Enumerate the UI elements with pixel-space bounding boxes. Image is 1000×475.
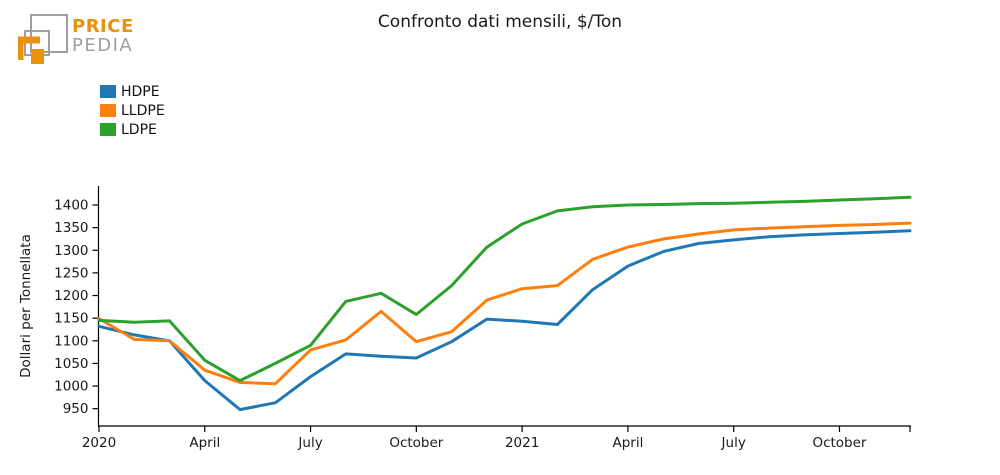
- svg-text:April: April: [189, 435, 220, 451]
- legend-swatch-ldpe: [100, 123, 116, 136]
- logo-word-pedia: PEDIA: [72, 35, 134, 56]
- svg-text:1150: 1150: [54, 311, 88, 327]
- y-axis-label: Dollari per Tonnellata: [18, 234, 34, 378]
- pricepedia-logo: PRICE PEDIA: [18, 8, 134, 66]
- chart-legend: HDPE LLDPE LDPE: [100, 82, 165, 139]
- svg-text:1100: 1100: [54, 333, 88, 349]
- svg-text:October: October: [812, 435, 866, 451]
- svg-text:October: October: [389, 435, 443, 451]
- svg-text:2021: 2021: [505, 435, 539, 451]
- series-line-lldpe: [97, 221, 912, 386]
- svg-text:1350: 1350: [54, 220, 88, 236]
- svg-text:1200: 1200: [54, 288, 88, 304]
- chart-title: Confronto dati mensili, $/Ton: [377, 12, 623, 32]
- svg-text:2020: 2020: [82, 435, 116, 451]
- svg-text:April: April: [612, 435, 643, 451]
- legend-label-hdpe: HDPE: [121, 83, 160, 100]
- series-line-ldpe: [97, 195, 912, 383]
- pricepedia-logo-icon: [18, 14, 68, 64]
- legend-item-ldpe: LDPE: [100, 120, 165, 139]
- svg-text:1250: 1250: [54, 265, 88, 281]
- legend-item-lldpe: LLDPE: [100, 101, 165, 120]
- svg-text:1300: 1300: [54, 243, 88, 259]
- series-line-hdpe: [97, 229, 912, 412]
- svg-text:1050: 1050: [54, 356, 88, 372]
- legend-label-ldpe: LDPE: [121, 121, 157, 138]
- svg-text:950: 950: [63, 401, 89, 417]
- svg-text:1000: 1000: [54, 379, 88, 395]
- svg-text:1400: 1400: [54, 198, 88, 214]
- legend-item-hdpe: HDPE: [100, 82, 165, 101]
- logo-word-price: PRICE: [72, 16, 134, 38]
- legend-swatch-hdpe: [100, 85, 116, 98]
- svg-text:July: July: [297, 435, 322, 451]
- svg-text:July: July: [721, 435, 746, 451]
- legend-label-lldpe: LLDPE: [121, 102, 165, 119]
- legend-swatch-lldpe: [100, 104, 116, 117]
